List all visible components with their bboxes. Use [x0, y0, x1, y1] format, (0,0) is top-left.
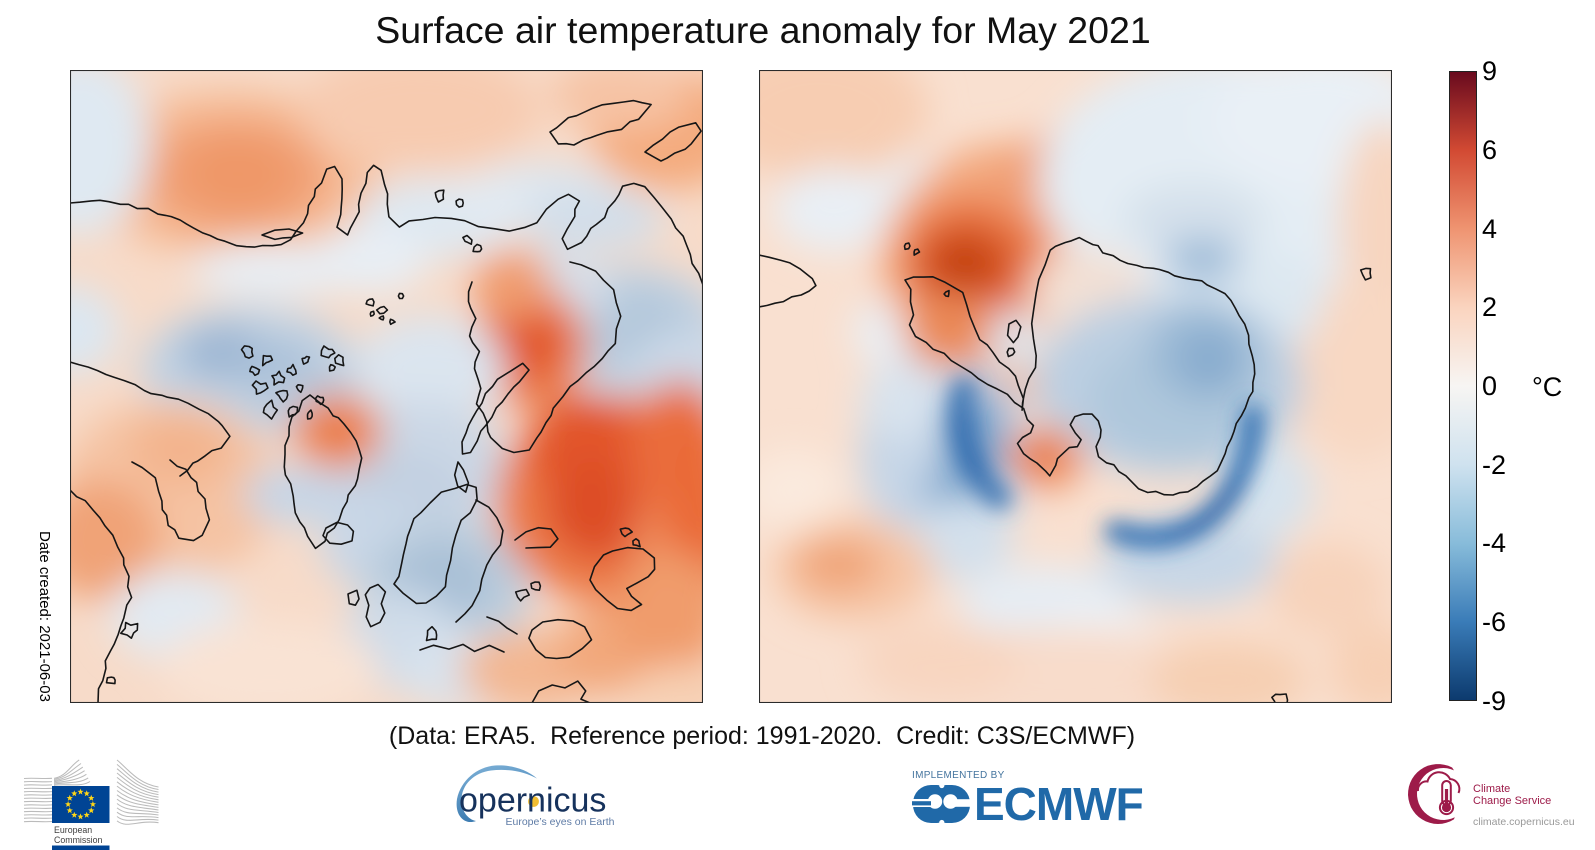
svg-text:Change Service: Change Service	[1473, 795, 1551, 807]
svg-text:Climate: Climate	[1473, 783, 1510, 795]
svg-text:ECMWF: ECMWF	[974, 778, 1143, 830]
svg-text:Commission: Commission	[54, 835, 102, 845]
svg-text:Europe’s eyes on Earth: Europe’s eyes on Earth	[506, 816, 615, 828]
svg-text:opernicus: opernicus	[459, 782, 606, 820]
svg-text:climate.copernicus.eu: climate.copernicus.eu	[1473, 816, 1575, 828]
svg-text:European: European	[54, 825, 92, 835]
svg-text:IMPLEMENTED BY: IMPLEMENTED BY	[912, 770, 1005, 781]
